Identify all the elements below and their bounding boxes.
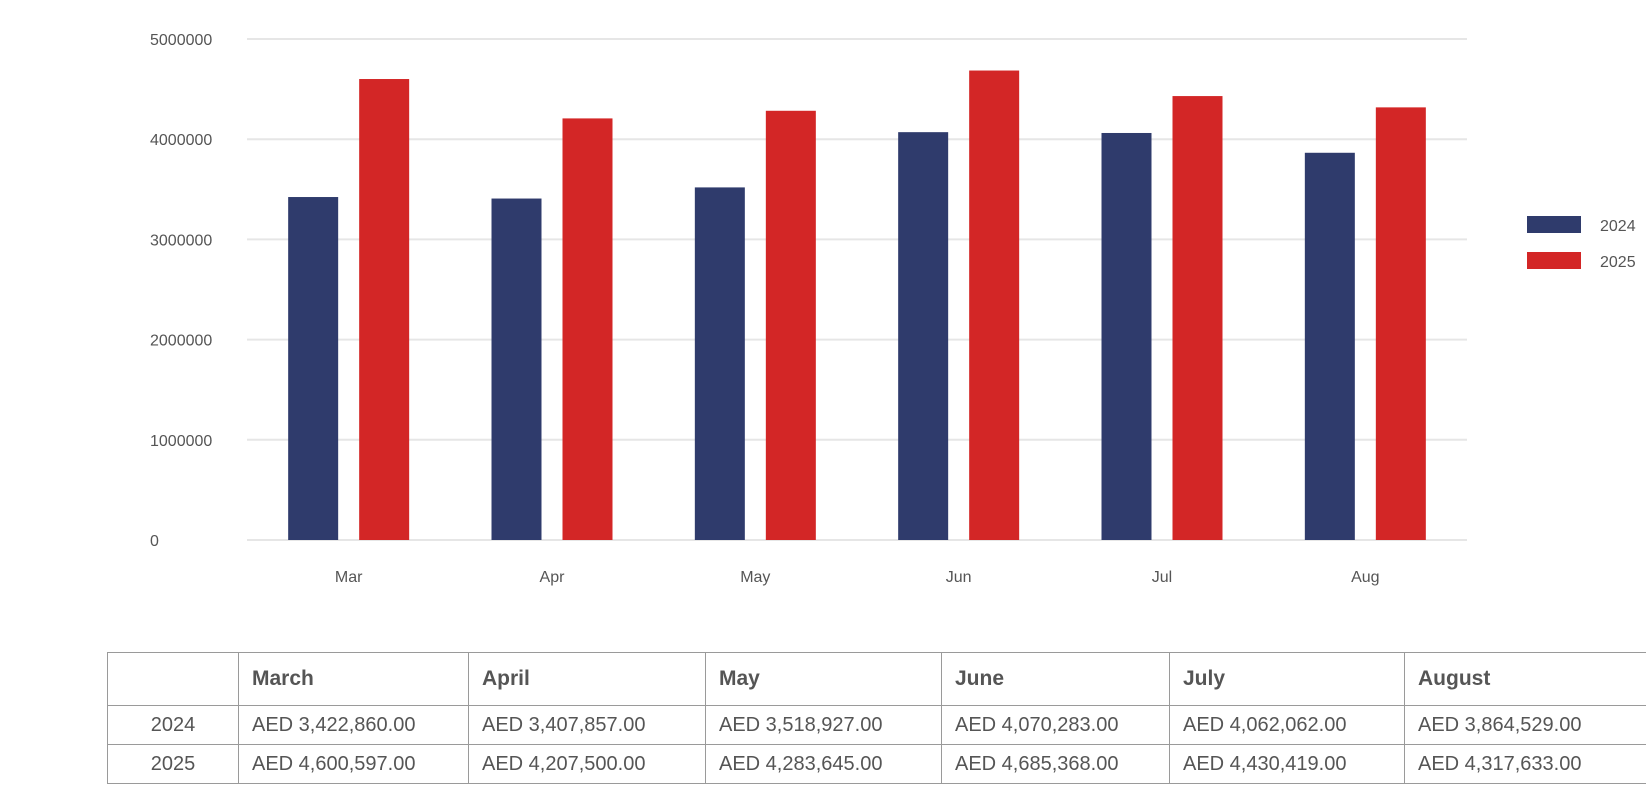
- y-tick-label: 0: [150, 533, 159, 550]
- x-tick-label: Apr: [540, 569, 566, 586]
- bar-2024-aug: [1304, 152, 1355, 540]
- x-tick-label: Jul: [1152, 569, 1172, 586]
- bar-2025-jun: [969, 70, 1020, 540]
- bar-2025-aug: [1375, 107, 1426, 541]
- table-cell: AED 4,070,283.00: [941, 705, 1170, 745]
- table-cell: AED 4,207,500.00: [468, 744, 706, 784]
- x-tick-label: Jun: [946, 569, 972, 586]
- y-tick-label: 3000000: [150, 232, 212, 249]
- table-cell: AED 4,600,597.00: [238, 744, 469, 784]
- table-corner-cell: [107, 652, 239, 706]
- table-row: 2025 AED 4,600,597.00 AED 4,207,500.00 A…: [107, 744, 1646, 784]
- bar-chart: 0 1000000 2000000 3000000 4000000 5000000 Mar…: [150, 32, 1636, 586]
- x-axis-ticks: Mar Apr May Jun Jul Aug: [335, 569, 1380, 586]
- table-cell: AED 4,685,368.00: [941, 744, 1170, 784]
- bar-2024-jun: [898, 132, 949, 540]
- row-label: 2024: [107, 705, 239, 745]
- table-cell: AED 4,283,645.00: [705, 744, 942, 784]
- column-header: June: [941, 652, 1170, 706]
- bar-2024-jul: [1101, 132, 1152, 540]
- bars: [288, 70, 1426, 541]
- table-header-row: March April May June July August: [107, 652, 1646, 706]
- bar-2025-may: [765, 110, 816, 540]
- y-tick-label: 4000000: [150, 132, 212, 149]
- table-cell: AED 4,062,062.00: [1169, 705, 1405, 745]
- table-cell: AED 3,864,529.00: [1404, 705, 1646, 745]
- column-header: August: [1404, 652, 1646, 706]
- table-cell: AED 3,407,857.00: [468, 705, 706, 745]
- table-cell: AED 3,422,860.00: [238, 705, 469, 745]
- bar-2025-jul: [1172, 96, 1223, 540]
- column-header: April: [468, 652, 706, 706]
- y-tick-label: 5000000: [150, 32, 212, 49]
- table-cell: AED 4,317,633.00: [1404, 744, 1646, 784]
- row-label: 2025: [107, 744, 239, 784]
- x-tick-label: Mar: [335, 569, 363, 586]
- grid-lines: [247, 38, 1467, 541]
- column-header: July: [1169, 652, 1405, 706]
- bar-2025-mar: [359, 79, 410, 541]
- bar-2024-mar: [288, 197, 339, 541]
- legend-label: 2024: [1600, 218, 1636, 235]
- bar-2024-apr: [491, 198, 542, 541]
- table-cell: AED 4,430,419.00: [1169, 744, 1405, 784]
- y-tick-label: 1000000: [150, 433, 212, 450]
- legend: 2024 2025: [1527, 216, 1636, 271]
- x-tick-label: Aug: [1351, 569, 1379, 586]
- y-axis-ticks: 0 1000000 2000000 3000000 4000000 5000000: [150, 32, 212, 550]
- y-tick-label: 2000000: [150, 333, 212, 350]
- legend-swatch: [1527, 216, 1581, 233]
- legend-swatch: [1527, 252, 1581, 269]
- bar-2024-may: [694, 187, 745, 541]
- column-header: May: [705, 652, 942, 706]
- bar-2025-apr: [562, 118, 613, 540]
- table-cell: AED 3,518,927.00: [705, 705, 942, 745]
- data-table: March April May June July August 2024 AE…: [107, 652, 1646, 784]
- column-header: March: [238, 652, 469, 706]
- x-tick-label: May: [740, 569, 770, 586]
- legend-label: 2025: [1600, 254, 1636, 271]
- table-row: 2024 AED 3,422,860.00 AED 3,407,857.00 A…: [107, 705, 1646, 745]
